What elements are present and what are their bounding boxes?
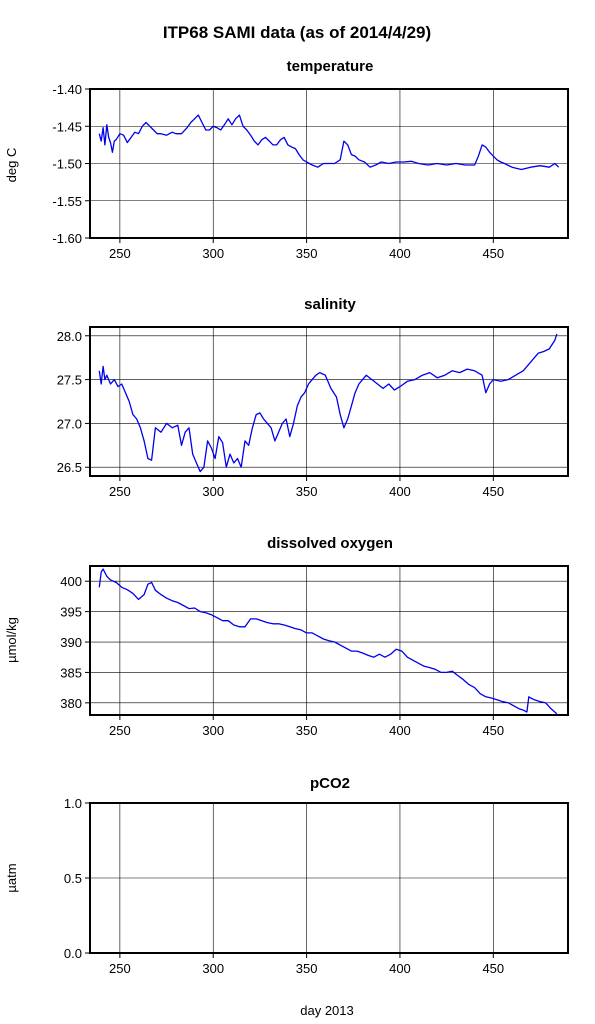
pco2-x-tick-label-250: 250 — [109, 961, 131, 976]
dissolved-oxygen-y-tick-label-390: 390 — [60, 635, 82, 650]
pco2-x-tick-label-400: 400 — [389, 961, 411, 976]
temperature-y-tick-label--1.45: -1.45 — [52, 119, 82, 134]
dissolved-oxygen-x-tick-label-450: 450 — [482, 723, 504, 738]
salinity-x-tick-label-300: 300 — [202, 484, 224, 499]
salinity-x-tick-label-450: 450 — [482, 484, 504, 499]
pco2-y-tick-label-1.0: 1.0 — [64, 796, 82, 811]
pco2-y-tick-label-0.0: 0.0 — [64, 946, 82, 961]
plot-area-temperature: 250 300 350 400 450 -1.60 -1.55 -1.50 -1.45 -1.40 — [52, 82, 569, 261]
temperature-y-tick-label--1.60: -1.60 — [52, 231, 82, 246]
dissolved-oxygen-frame — [89, 565, 569, 716]
dissolved-oxygen-x-tick-label-350: 350 — [296, 723, 318, 738]
y-axis-label-temperature: deg C — [4, 148, 19, 183]
salinity-x-tick-label-350: 350 — [296, 484, 318, 499]
dissolved-oxygen-x-tick-label-250: 250 — [109, 723, 131, 738]
panel-title-pco2: pCO2 — [310, 775, 350, 792]
plot-area-dissolved-oxygen: 250 300 350 400 450 380 385 390 395 400 — [60, 565, 569, 738]
panel-temperature: temperature deg C 250 300 350 400 450 -1.60 -1… — [4, 58, 569, 261]
salinity-series-line-0 — [98, 333, 558, 473]
salinity-y-tick-label-27.0: 27.0 — [57, 416, 82, 431]
salinity-x-tick-label-400: 400 — [389, 484, 411, 499]
panel-title-dissolved-oxygen: dissolved oxygen — [267, 535, 393, 552]
salinity-y-tick-label-28.0: 28.0 — [57, 329, 82, 344]
figure-title: ITP68 SAMI data (as of 2014/4/29) — [163, 23, 431, 42]
temperature-x-tick-label-300: 300 — [202, 246, 224, 261]
temperature-x-tick-label-350: 350 — [296, 246, 318, 261]
pco2-y-tick-label-0.5: 0.5 — [64, 871, 82, 886]
panel-dissolved-oxygen: dissolved oxygen µmol/kg 250 300 350 400 450… — [4, 535, 569, 738]
panel-title-salinity: salinity — [304, 296, 356, 313]
dissolved-oxygen-y-tick-label-400: 400 — [60, 574, 82, 589]
pco2-x-tick-label-450: 450 — [482, 961, 504, 976]
salinity-y-tick-label-26.5: 26.5 — [57, 460, 82, 475]
y-axis-label-pco2: µatm — [4, 863, 19, 892]
plot-area-pco2: 250 300 350 400 450 0.0 0.5 1.0 — [64, 796, 569, 976]
temperature-x-tick-label-250: 250 — [109, 246, 131, 261]
dissolved-oxygen-series-line-0 — [98, 568, 558, 715]
temperature-x-tick-label-400: 400 — [389, 246, 411, 261]
x-axis-label: day 2013 — [300, 1003, 354, 1018]
temperature-series-line-0 — [98, 114, 560, 171]
dissolved-oxygen-y-tick-label-385: 385 — [60, 665, 82, 680]
temperature-y-tick-label--1.55: -1.55 — [52, 194, 82, 209]
dissolved-oxygen-x-tick-label-300: 300 — [202, 723, 224, 738]
dissolved-oxygen-x-tick-label-400: 400 — [389, 723, 411, 738]
panel-title-temperature: temperature — [287, 58, 374, 75]
salinity-frame — [89, 326, 569, 477]
pco2-x-tick-label-300: 300 — [202, 961, 224, 976]
plot-area-salinity: 250 300 350 400 450 26.5 27.0 27.5 28.0 — [57, 326, 569, 499]
temperature-x-tick-label-450: 450 — [482, 246, 504, 261]
dissolved-oxygen-y-tick-label-380: 380 — [60, 696, 82, 711]
panel-pco2: pCO2 µatm 250 300 350 400 450 0.0 0.5 1.0 — [4, 775, 569, 976]
dissolved-oxygen-y-tick-label-395: 395 — [60, 605, 82, 620]
salinity-y-tick-label-27.5: 27.5 — [57, 373, 82, 388]
panel-salinity: salinity 250 300 350 400 450 26.5 27.0 27.5 28.0 — [57, 296, 569, 499]
pco2-x-tick-label-350: 350 — [296, 961, 318, 976]
temperature-y-tick-label--1.40: -1.40 — [52, 82, 82, 97]
temperature-y-tick-label--1.50: -1.50 — [52, 157, 82, 172]
salinity-x-tick-label-250: 250 — [109, 484, 131, 499]
y-axis-label-dissolved-oxygen: µmol/kg — [4, 617, 19, 663]
